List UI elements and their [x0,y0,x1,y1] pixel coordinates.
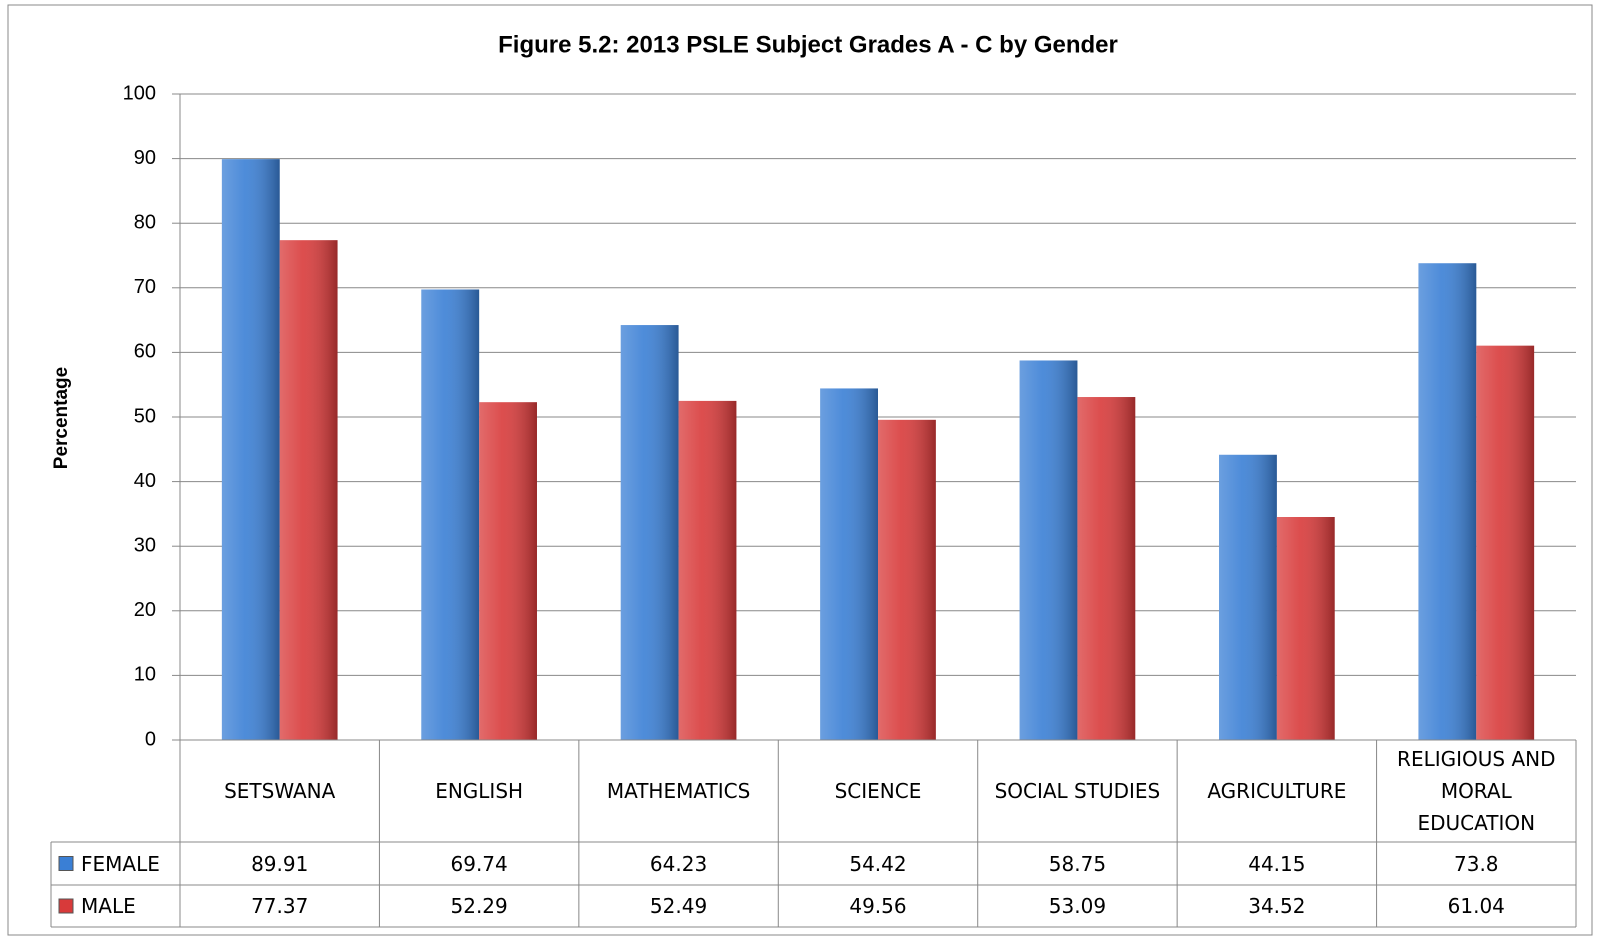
bar-shading [678,400,737,740]
table-value: 61.04 [1447,894,1505,918]
bar-shading [878,419,936,740]
table-value: 52.29 [450,894,508,918]
bar-shading [1476,345,1535,740]
y-tick-label: 70 [134,276,156,298]
y-tick-label: 30 [134,534,156,556]
bar-shading [1219,454,1277,740]
legend-key [58,856,74,871]
category-label: RELIGIOUS AND MORAL EDUCATION [1397,747,1556,835]
y-axis-label: Percentage [51,367,72,469]
y-tick-label: 60 [134,341,156,363]
y-tick-label: 90 [134,147,156,169]
category-label: AGRICULTURE [1207,779,1347,803]
table-value: 77.37 [251,894,309,918]
bar-shading [479,402,537,740]
table-value: 34.52 [1248,894,1306,918]
legend-label: MALE [81,894,136,918]
table-value: 53.09 [1048,894,1107,918]
table-value: 54.42 [849,851,907,876]
y-tick-label: 0 [145,728,156,750]
y-tick-label: 20 [134,599,156,621]
y-tick-label: 50 [134,405,156,427]
y-tick-label: 100 [123,82,156,104]
category-label: SETSWANA [224,779,336,803]
table-value: 73.8 [1454,851,1499,876]
table-value: 69.74 [450,851,508,876]
category-label: MATHEMATICS [606,779,751,803]
chart-title: Figure 5.2: 2013 PSLE Subject Grades A -… [498,31,1118,58]
table-value: 58.75 [1048,851,1107,876]
legend-key [58,898,74,914]
bar-shading [221,159,280,740]
bar-shading [1019,360,1078,740]
bar-shading [421,289,480,740]
table-value: 52.49 [649,894,708,918]
bar-shading [1077,397,1136,740]
category-label: SOCIAL STUDIES [994,779,1161,803]
y-tick-label: 10 [134,664,156,686]
table-value: 44.15 [1248,851,1306,876]
category-label: SCIENCE [834,779,922,803]
category-label: ENGLISH [435,779,524,803]
bar-shading [1276,517,1335,740]
table-value: 64.23 [649,851,708,876]
y-tick-label: 40 [134,470,156,492]
bar-shading [279,240,338,740]
bar-shading [620,325,679,740]
table-value: 49.56 [849,894,907,918]
table-value: 89.91 [251,851,309,876]
y-tick-label: 80 [134,211,156,233]
bar-shading [820,388,878,740]
bar-shading [1418,263,1477,740]
legend-label: FEMALE [81,851,160,876]
